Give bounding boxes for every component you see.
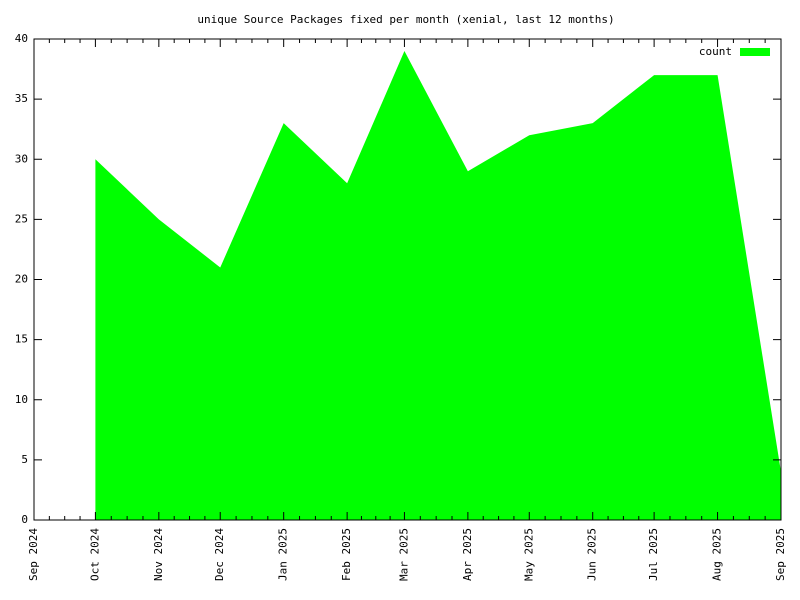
- x-tick-label: Feb 2025: [340, 528, 353, 581]
- y-tick-label: 15: [15, 333, 28, 346]
- y-tick-label: 20: [15, 273, 28, 286]
- y-tick-label: 10: [15, 393, 28, 406]
- y-tick-label: 5: [21, 453, 28, 466]
- y-tick-label: 30: [15, 152, 28, 165]
- x-tick-label: Sep 2024: [27, 528, 40, 581]
- x-tick-label: May 2025: [522, 528, 535, 581]
- x-tick-label: Dec 2024: [213, 528, 226, 581]
- y-tick-label: 35: [15, 92, 28, 105]
- x-tick-label: Oct 2024: [88, 528, 101, 581]
- x-tick-label: Nov 2024: [152, 528, 165, 581]
- x-tick-label: Jan 2025: [277, 528, 290, 581]
- chart-title: unique Source Packages fixed per month (…: [197, 13, 614, 26]
- x-tick-label: Aug 2025: [711, 528, 724, 581]
- x-tick-label: Apr 2025: [461, 528, 474, 581]
- x-tick-label: Sep 2025: [774, 528, 787, 581]
- y-tick-label: 40: [15, 32, 28, 45]
- x-tick-label: Jun 2025: [586, 528, 599, 581]
- y-tick-label: 25: [15, 212, 28, 225]
- legend-swatch: [740, 48, 770, 56]
- x-tick-label: Mar 2025: [397, 528, 410, 581]
- x-tick-label: Jul 2025: [647, 528, 660, 581]
- legend-label: count: [699, 45, 732, 58]
- y-tick-label: 0: [21, 513, 28, 526]
- area: [95, 51, 781, 521]
